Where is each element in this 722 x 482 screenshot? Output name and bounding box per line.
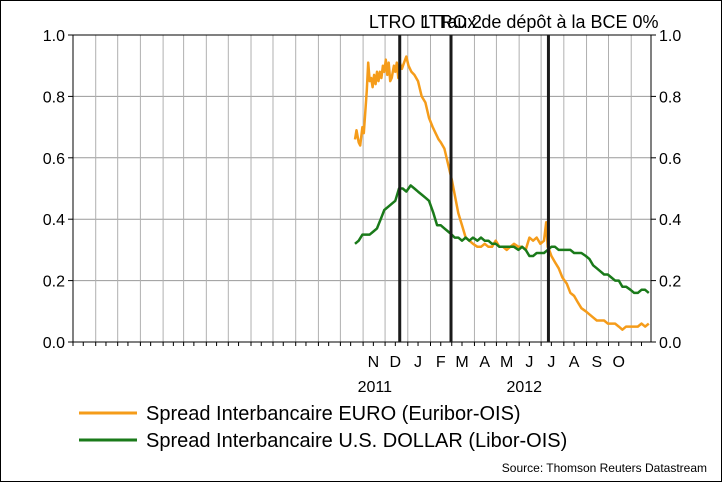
y-tick-label: 0.4 — [43, 212, 65, 229]
source-note: Source: Thomson Reuters Datastream — [502, 461, 707, 475]
x-month-label: D — [390, 354, 402, 371]
legend-label-euro: Spread Interbancaire EURO (Euribor-OIS) — [146, 403, 521, 425]
series-lines — [353, 55, 650, 331]
series-line-usd — [354, 184, 650, 295]
y-tick-label: 0.8 — [43, 89, 65, 106]
x-month-label: J — [525, 354, 533, 371]
y-tick-label: 1.0 — [43, 28, 65, 45]
y-tick-label: 0.0 — [43, 335, 65, 352]
x-month-label: A — [479, 354, 490, 371]
event-label: Taux de dépôt à la BCE 0% — [438, 12, 658, 32]
y-tick-label: 0.6 — [43, 151, 65, 168]
x-month-label: J — [414, 354, 422, 371]
x-month-label: J — [547, 354, 555, 371]
x-month-label: F — [436, 354, 446, 371]
x-month-label: M — [500, 354, 513, 371]
x-year-label: 2011 — [358, 379, 393, 396]
legend-label-usd: Spread Interbancaire U.S. DOLLAR (Libor-… — [146, 430, 567, 452]
y2-tick-label: 0.0 — [659, 335, 681, 352]
x-month-label: A — [569, 354, 580, 371]
y-axis-left: 0.0 0.2 0.4 0.6 0.8 1.0 — [43, 28, 73, 352]
x-month-label: M — [455, 354, 468, 371]
event-label: LTRO 1 — [369, 12, 431, 32]
gridlines — [73, 35, 651, 342]
y2-tick-label: 0.2 — [659, 274, 681, 291]
x-month-label: S — [591, 354, 602, 371]
y2-tick-label: 1.0 — [659, 28, 681, 45]
plot-area — [72, 34, 652, 343]
x-year-label: 2012 — [506, 379, 542, 396]
event-label: LTRO 2 — [420, 12, 482, 32]
y2-tick-label: 0.4 — [659, 212, 681, 229]
y-axis-right: 0.0 0.2 0.4 0.6 0.8 1.0 — [651, 28, 681, 352]
y-tick-label: 0.2 — [43, 274, 65, 291]
x-month-label: O — [613, 354, 625, 371]
legend: Spread Interbancaire EURO (Euribor-OIS) … — [79, 403, 567, 452]
y2-tick-label: 0.8 — [659, 89, 681, 106]
x-month-label: N — [368, 354, 380, 371]
y2-tick-label: 0.6 — [659, 151, 681, 168]
